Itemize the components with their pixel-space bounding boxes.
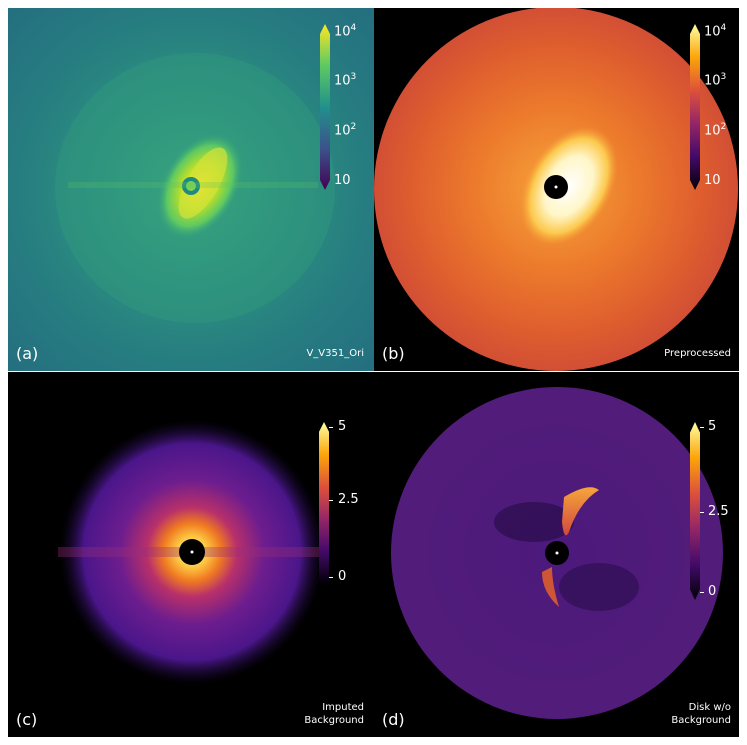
panel-c-colorbar-gradient xyxy=(319,422,329,584)
panel-a-label: (a) xyxy=(16,344,39,363)
panel-d-colorbar xyxy=(690,422,700,600)
panel-d-disk-without-background: (d) Disk w/o Background 5 2.5 0 xyxy=(374,372,739,737)
panel-b-tick-1e3: 103 xyxy=(704,72,727,89)
panel-d-tickmark-5 xyxy=(700,427,704,428)
panel-d-tick-0: 0 xyxy=(708,584,717,599)
panel-d-caption-line1: Disk w/o xyxy=(688,702,731,713)
panel-b-label: (b) xyxy=(382,344,405,363)
panel-a-tick-1e2: 102 xyxy=(334,122,357,139)
panel-a-tick-1e3: 103 xyxy=(334,72,357,89)
panel-c-label: (c) xyxy=(16,710,38,729)
panel-c-tickmark-0 xyxy=(329,577,333,578)
panel-c-tick-0: 0 xyxy=(338,569,347,584)
panel-c-image xyxy=(8,372,374,737)
panel-c-caption-line2: Background xyxy=(304,715,364,726)
panel-d-colorbar-gradient xyxy=(690,422,700,600)
panel-b-tick-1e4: 104 xyxy=(704,23,727,40)
panel-d-caption-line2: Background xyxy=(671,715,731,726)
panel-d-image xyxy=(374,372,739,737)
panel-a-image xyxy=(8,8,374,371)
panel-b-colorbar-gradient xyxy=(690,24,700,190)
panel-a-caption: V_V351_Ori xyxy=(306,348,364,359)
panel-d-tickmark-2p5 xyxy=(700,512,704,513)
panel-b-caption: Preprocessed xyxy=(664,348,731,359)
panel-c-caption-line1: Imputed xyxy=(322,702,364,713)
panel-b-preprocessed-image: (b) Preprocessed 104 103 102 10 xyxy=(374,8,739,371)
panel-b-tick-10: 10 xyxy=(704,173,721,188)
panel-d-tickmark-0 xyxy=(700,592,704,593)
panel-c-tick-5: 5 xyxy=(338,419,347,434)
panel-a-raw-image: (a) V_V351_Ori 104 103 102 10 xyxy=(8,8,374,371)
panel-c-imputed-background: (c) Imputed Background 5 2.5 0 xyxy=(8,372,374,737)
panel-b-colorbar xyxy=(690,24,700,190)
panel-d-tick-2p5: 2.5 xyxy=(708,504,729,519)
panel-a-tick-1e4: 104 xyxy=(334,23,357,40)
panel-c-tickmark-2p5 xyxy=(329,500,333,501)
panel-a-tick-10: 10 xyxy=(334,173,351,188)
panel-c-colorbar xyxy=(319,422,329,584)
panel-c-tickmark-5 xyxy=(329,427,333,428)
panel-a-colorbar-gradient xyxy=(320,24,330,190)
panel-d-tick-5: 5 xyxy=(708,419,717,434)
panel-d-label: (d) xyxy=(382,710,405,729)
panel-b-tick-1e2: 102 xyxy=(704,122,727,139)
panel-c-tick-2p5: 2.5 xyxy=(338,492,359,507)
panel-a-colorbar xyxy=(320,24,330,190)
panel-b-image xyxy=(374,8,739,371)
